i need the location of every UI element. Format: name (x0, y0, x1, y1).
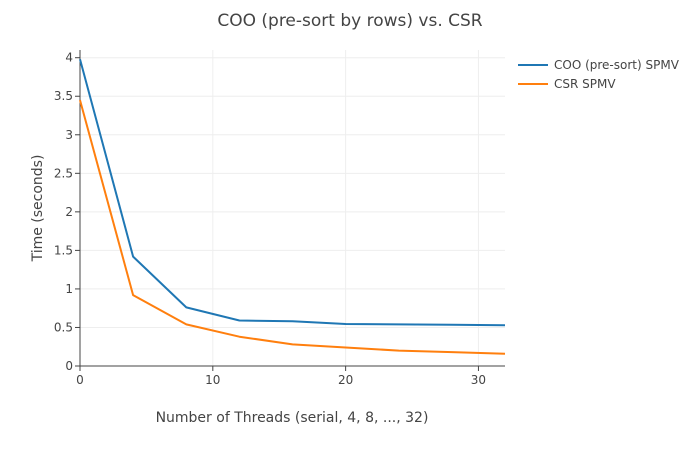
y-tick-label: 0.5 (54, 320, 73, 334)
series-line-2 (79, 99, 506, 355)
grid (80, 50, 505, 366)
x-axis-label: Number of Threads (serial, 4, 8, ..., 32… (156, 410, 429, 426)
y-tick-label: 3 (65, 128, 73, 142)
x-tick-label: 0 (76, 373, 84, 387)
legend-item-2[interactable]: CSR SPMV (518, 77, 616, 91)
chart-title: COO (pre-sort by rows) vs. CSR (217, 11, 482, 31)
series-line-1 (79, 58, 506, 327)
legend-item-1[interactable]: COO (pre-sort) SPMV (518, 58, 680, 72)
y-tick-label: 2.5 (54, 166, 73, 180)
y-tick-label: 2 (65, 205, 73, 219)
y-tick-label: 1.5 (54, 243, 73, 257)
x-tick-label: 10 (205, 373, 220, 387)
axes: 0 0.5 1 1.5 2 2.5 3 3.5 4 0 10 20 30 (54, 50, 505, 387)
y-tick-label: 3.5 (54, 89, 73, 103)
y-tick-label: 4 (65, 51, 73, 65)
legend-label: COO (pre-sort) SPMV (554, 58, 680, 72)
y-tick-label: 0 (65, 359, 73, 373)
y-tick-label: 1 (65, 282, 73, 296)
legend-label: CSR SPMV (554, 77, 616, 91)
legend[interactable]: COO (pre-sort) SPMV CSR SPMV (518, 58, 680, 91)
x-tick-label: 20 (338, 373, 353, 387)
plot-area (79, 58, 506, 355)
x-tick-label: 30 (471, 373, 486, 387)
y-axis-label: Time (seconds) (30, 155, 46, 263)
